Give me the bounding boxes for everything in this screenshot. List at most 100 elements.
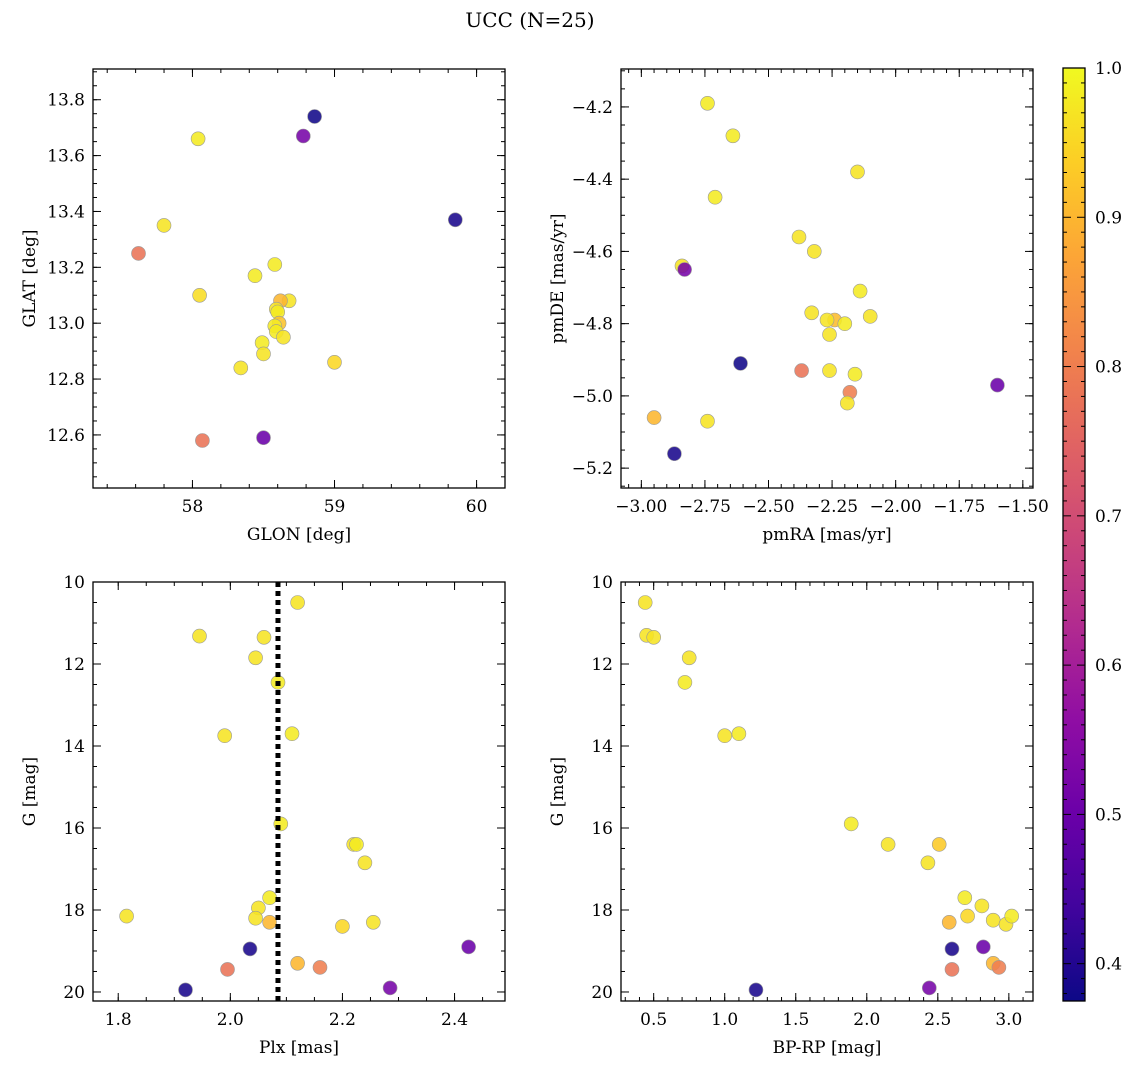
axes-frame	[92, 68, 506, 489]
panel-plx-g: 1.8 2.0 2.2 2.4 10 12 14 16 18 20 Plx [mas] G [mag]	[20, 573, 506, 1058]
x-tick-label: 59	[324, 497, 346, 517]
data-point	[349, 837, 364, 852]
data-point	[862, 309, 878, 324]
data-point	[920, 855, 936, 871]
data-point	[382, 980, 398, 996]
y-tick-label: 12	[63, 655, 85, 675]
y-tick-label: 13.4	[47, 202, 85, 222]
data-point	[290, 595, 305, 610]
data-point	[791, 229, 807, 245]
data-point	[991, 960, 1007, 975]
data-point	[262, 890, 277, 906]
data-point	[307, 109, 322, 124]
y-tick-label: 16	[591, 819, 613, 839]
x-tick-label: 2.0	[853, 1010, 880, 1030]
data-points	[646, 96, 1005, 462]
data-point	[974, 898, 990, 914]
data-point	[220, 962, 235, 977]
data-point	[156, 218, 172, 233]
colorbar-tick-label: 0.6	[1095, 656, 1122, 676]
data-point	[178, 982, 193, 998]
y-tick-label: 14	[591, 737, 613, 757]
colorbar-tick-label: 0.9	[1095, 208, 1122, 228]
ticks	[621, 69, 1033, 488]
y-tick-label: 13.2	[47, 258, 85, 278]
x-tick-label: −2.75	[679, 497, 731, 517]
ticks	[93, 581, 505, 1001]
y-tick-label: 12.6	[47, 426, 85, 446]
y-tick-label: 14	[63, 737, 85, 757]
data-point	[839, 395, 855, 411]
data-point	[256, 346, 271, 362]
y-tick-label: 10	[591, 573, 613, 593]
y-tick-label: 18	[591, 901, 613, 921]
x-tick-label: 2.2	[329, 1010, 356, 1030]
colorbar-fill	[1063, 68, 1085, 1001]
y-tick-label: 13.6	[47, 147, 85, 167]
panel-bprp-g: 0.5 1.0 1.5 2.0 2.5 3.0 10 12 14 16 18 20 BP-RP [mag…	[548, 573, 1034, 1058]
y-tick-label: 20	[591, 983, 613, 1003]
data-point	[819, 312, 835, 328]
y-axis-label: G [mag]	[548, 757, 568, 826]
axes-frame	[620, 68, 1034, 489]
axes-frame	[92, 581, 506, 1002]
data-point	[256, 629, 272, 645]
x-axis-label: BP-RP [mag]	[773, 1038, 882, 1058]
x-tick-label: −2.00	[870, 497, 922, 517]
data-point	[957, 890, 973, 906]
y-axis-label: GLAT [deg]	[20, 229, 40, 327]
data-point	[262, 914, 277, 930]
data-point	[217, 728, 232, 744]
colorbar-tick-label: 0.4	[1095, 955, 1122, 975]
data-point	[804, 305, 820, 321]
data-point	[247, 268, 263, 284]
data-point	[850, 164, 865, 180]
x-tick-label: 60	[466, 497, 488, 517]
data-point	[748, 982, 764, 998]
data-point	[192, 287, 207, 303]
data-point	[731, 726, 747, 742]
data-point	[717, 728, 733, 744]
data-point	[794, 363, 809, 378]
y-tick-label: 10	[63, 573, 85, 593]
x-tick-label: −3.00	[615, 497, 667, 517]
x-tick-label: 58	[182, 497, 204, 517]
colorbar-tick-label: 0.8	[1095, 358, 1122, 378]
x-axis-label: pmRA [mas/yr]	[762, 525, 891, 545]
data-point	[119, 908, 134, 924]
data-point	[700, 96, 715, 111]
data-point	[646, 629, 662, 645]
panel-glon-glat: 58 59 60 12.6 12.8 13.0 13.2 13.4 13.6 13.8 GLON […	[20, 68, 506, 545]
data-point	[667, 446, 682, 462]
data-point	[327, 354, 342, 370]
data-point	[256, 430, 271, 446]
x-tick-label: −1.75	[933, 497, 985, 517]
y-tick-label: 16	[63, 819, 85, 839]
y-axis-label: pmDE [mas/yr]	[548, 213, 568, 343]
x-axis-label: GLON [deg]	[247, 525, 351, 545]
x-axis-label: Plx [mas]	[259, 1038, 339, 1058]
data-point	[447, 212, 463, 228]
data-point	[700, 413, 715, 429]
data-point	[843, 816, 859, 832]
data-point	[725, 128, 741, 144]
data-point	[707, 189, 723, 205]
y-tick-label: 18	[63, 901, 85, 921]
y-axis-label: G [mag]	[20, 757, 40, 826]
data-point	[677, 675, 693, 690]
colorbar: 0.4 0.5 0.6 0.7 0.8 0.9 1.0	[1062, 59, 1122, 1002]
data-point	[880, 837, 896, 852]
data-point	[822, 327, 837, 342]
data-point	[242, 941, 258, 957]
data-point	[806, 244, 822, 259]
data-point	[357, 855, 373, 871]
data-point	[284, 726, 300, 742]
ticks	[621, 581, 1033, 1001]
data-point	[733, 356, 748, 371]
x-tick-label: −2.50	[742, 497, 794, 517]
y-tick-label: 12.8	[47, 370, 85, 390]
data-point	[335, 919, 350, 934]
data-point	[276, 329, 291, 345]
x-tick-label: 1.5	[782, 1010, 809, 1030]
